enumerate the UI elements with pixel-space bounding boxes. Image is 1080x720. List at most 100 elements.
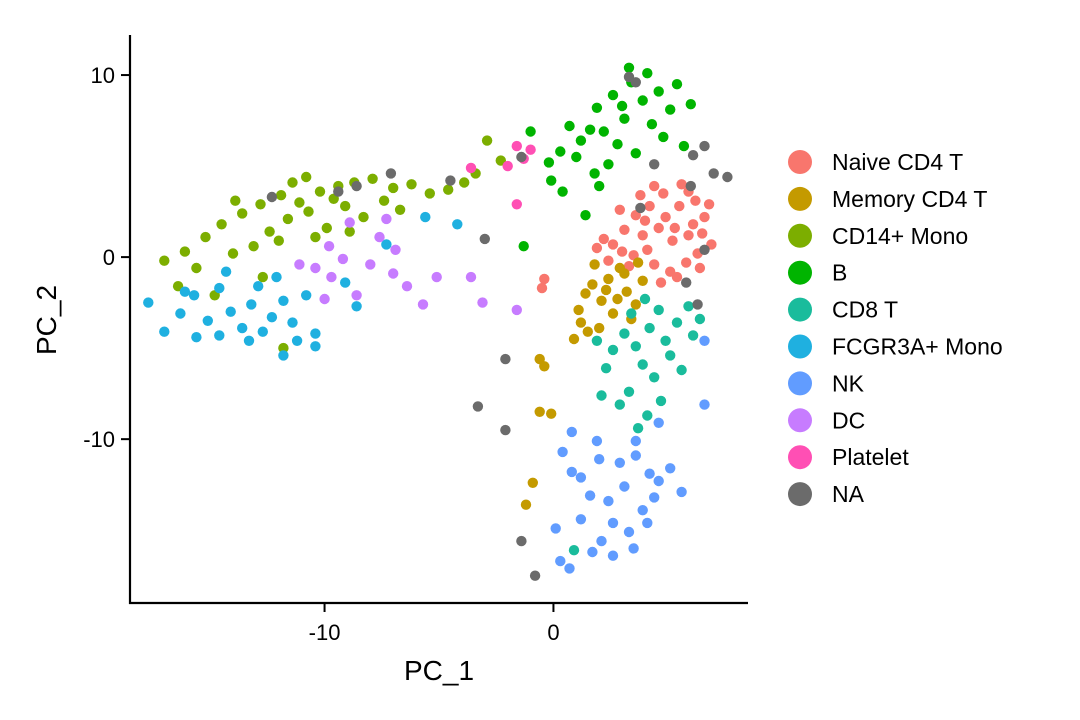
legend-swatch	[788, 371, 812, 396]
data-point	[344, 217, 355, 228]
data-point	[603, 255, 614, 266]
data-point	[607, 550, 619, 561]
data-point	[202, 315, 213, 326]
data-point	[687, 150, 699, 161]
data-point	[374, 231, 385, 243]
data-point	[301, 290, 312, 301]
legend-label: B	[832, 260, 847, 286]
legend-label: FCGR3A+ Mono	[832, 334, 1003, 360]
data-point	[550, 523, 561, 534]
data-point	[566, 426, 577, 438]
data-point	[646, 119, 658, 130]
data-point	[674, 200, 685, 212]
legend-label: CD8 T	[832, 297, 898, 323]
data-point	[287, 177, 298, 188]
data-point	[616, 100, 628, 112]
legend-swatch	[788, 408, 812, 433]
series-3	[518, 62, 696, 252]
data-point	[637, 230, 648, 241]
legend-item: FCGR3A+ Mono	[788, 334, 1003, 360]
data-point	[525, 144, 536, 155]
data-point	[179, 246, 191, 257]
data-point	[653, 222, 664, 234]
data-point	[417, 299, 429, 310]
series-9	[266, 71, 733, 581]
data-point	[326, 271, 337, 283]
data-point	[321, 222, 332, 234]
data-point	[587, 279, 598, 290]
data-point	[630, 341, 641, 352]
legend-label: NA	[832, 481, 865, 507]
data-point	[598, 233, 609, 245]
data-point	[699, 399, 710, 410]
data-point	[479, 233, 490, 245]
legend-swatch	[788, 297, 812, 322]
data-point	[323, 241, 335, 252]
data-point	[660, 211, 671, 223]
data-point	[431, 271, 442, 283]
data-point	[607, 344, 619, 356]
data-point	[310, 341, 321, 352]
data-point	[653, 86, 664, 97]
data-point	[294, 197, 305, 208]
data-point	[529, 570, 541, 581]
data-point	[584, 124, 596, 135]
data-points-layer	[143, 62, 733, 581]
data-point	[596, 535, 607, 547]
data-point	[465, 271, 477, 283]
data-point	[683, 230, 694, 241]
data-point	[337, 253, 349, 265]
data-point	[500, 353, 511, 365]
data-point	[703, 199, 715, 210]
data-point	[575, 317, 587, 328]
data-point	[564, 563, 575, 574]
data-point	[571, 151, 582, 163]
data-point	[587, 546, 598, 558]
data-point	[658, 188, 669, 199]
data-point	[614, 399, 625, 410]
data-point	[708, 168, 719, 179]
data-point	[623, 62, 635, 73]
data-point	[665, 350, 676, 361]
data-point	[594, 454, 605, 465]
data-point	[358, 211, 369, 223]
data-point	[237, 208, 248, 219]
data-point	[655, 395, 667, 407]
data-point	[655, 277, 667, 288]
legend-swatch	[788, 334, 812, 359]
data-point	[214, 330, 225, 341]
legend-swatch	[788, 260, 812, 285]
data-point	[660, 335, 671, 346]
data-point	[582, 326, 593, 337]
data-point	[649, 259, 660, 270]
data-point	[394, 204, 406, 215]
data-point	[619, 113, 630, 124]
data-point	[333, 186, 344, 197]
legend-label: Naive CD4 T	[832, 149, 963, 175]
data-point	[278, 350, 289, 361]
data-point	[536, 282, 548, 294]
data-point	[191, 262, 202, 274]
data-point	[603, 273, 614, 285]
data-point	[623, 386, 635, 397]
data-point	[294, 259, 305, 270]
data-point	[282, 213, 294, 225]
data-point	[351, 180, 362, 192]
data-point	[248, 241, 259, 252]
data-point	[594, 322, 605, 334]
data-point	[314, 186, 326, 197]
legend-label: Memory CD4 T	[832, 186, 988, 212]
data-point	[225, 306, 236, 317]
legend-label: Platelet	[832, 444, 909, 470]
data-point	[690, 195, 701, 206]
data-point	[653, 304, 664, 316]
data-point	[649, 492, 660, 503]
data-point	[243, 335, 255, 346]
x-axis-ticks: -10 0	[309, 604, 560, 645]
data-point	[649, 159, 660, 170]
data-point	[612, 293, 623, 305]
data-point	[630, 148, 641, 159]
data-point	[616, 246, 628, 257]
data-point	[511, 304, 522, 316]
series-7	[294, 213, 522, 316]
